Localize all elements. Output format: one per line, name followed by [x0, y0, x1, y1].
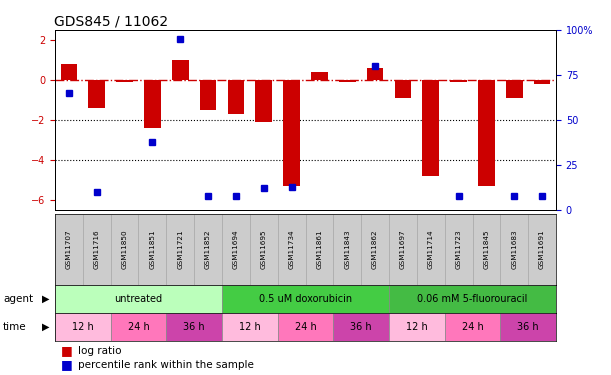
Bar	[450, 80, 467, 82]
Text: GSM11714: GSM11714	[428, 230, 434, 269]
Bar	[166, 313, 222, 341]
Bar	[445, 214, 472, 285]
Bar	[389, 214, 417, 285]
Bar	[311, 72, 327, 80]
Bar	[500, 214, 528, 285]
Text: GDS845 / 11062: GDS845 / 11062	[54, 15, 169, 29]
Bar	[500, 313, 556, 341]
Text: 24 h: 24 h	[128, 322, 149, 332]
Bar	[194, 214, 222, 285]
Text: 12 h: 12 h	[72, 322, 93, 332]
Text: ■: ■	[61, 358, 73, 371]
Bar	[222, 313, 277, 341]
Text: GSM11734: GSM11734	[288, 230, 295, 269]
Text: agent: agent	[3, 294, 33, 304]
Bar	[200, 80, 216, 110]
Text: GSM11723: GSM11723	[456, 230, 461, 269]
Text: untreated: untreated	[114, 294, 163, 304]
Text: GSM11697: GSM11697	[400, 230, 406, 269]
Text: GSM11852: GSM11852	[205, 230, 211, 269]
Bar	[116, 80, 133, 82]
Bar	[227, 80, 244, 114]
Bar	[334, 313, 389, 341]
Text: 36 h: 36 h	[350, 322, 372, 332]
Bar	[389, 285, 556, 313]
Bar	[222, 285, 389, 313]
Text: 24 h: 24 h	[462, 322, 483, 332]
Text: GSM11851: GSM11851	[150, 230, 155, 269]
Bar	[83, 214, 111, 285]
Text: GSM11691: GSM11691	[539, 230, 545, 269]
Bar	[472, 214, 500, 285]
Text: GSM11695: GSM11695	[261, 230, 267, 269]
Bar	[506, 80, 522, 98]
Text: GSM11862: GSM11862	[372, 230, 378, 269]
Text: GSM11721: GSM11721	[177, 230, 183, 269]
Bar	[478, 80, 495, 186]
Text: 24 h: 24 h	[295, 322, 316, 332]
Bar	[222, 214, 250, 285]
Bar	[395, 80, 411, 98]
Bar	[339, 80, 356, 82]
Bar	[250, 214, 277, 285]
Text: 12 h: 12 h	[406, 322, 428, 332]
Text: GSM11707: GSM11707	[66, 230, 72, 269]
Bar	[111, 313, 166, 341]
Text: 0.06 mM 5-fluorouracil: 0.06 mM 5-fluorouracil	[417, 294, 528, 304]
Bar	[55, 313, 111, 341]
Bar	[166, 214, 194, 285]
Bar	[144, 80, 161, 128]
Text: percentile rank within the sample: percentile rank within the sample	[78, 360, 254, 370]
Bar	[139, 214, 166, 285]
Text: GSM11683: GSM11683	[511, 230, 518, 269]
Bar	[172, 60, 189, 80]
Text: GSM11861: GSM11861	[316, 230, 323, 269]
Text: log ratio: log ratio	[78, 346, 122, 356]
Bar	[89, 80, 105, 108]
Bar	[111, 214, 139, 285]
Bar	[445, 313, 500, 341]
Text: 36 h: 36 h	[183, 322, 205, 332]
Bar	[255, 80, 272, 122]
Bar	[534, 80, 551, 84]
Bar	[60, 64, 77, 80]
Text: GSM11850: GSM11850	[122, 230, 128, 269]
Bar	[389, 313, 445, 341]
Bar	[422, 80, 439, 176]
Text: GSM11694: GSM11694	[233, 230, 239, 269]
Bar	[367, 68, 384, 80]
Bar	[417, 214, 445, 285]
Text: GSM11845: GSM11845	[483, 230, 489, 269]
Text: GSM11843: GSM11843	[344, 230, 350, 269]
Text: 0.5 uM doxorubicin: 0.5 uM doxorubicin	[259, 294, 352, 304]
Bar	[277, 313, 334, 341]
Bar	[528, 214, 556, 285]
Text: ▶: ▶	[42, 322, 49, 332]
Bar	[361, 214, 389, 285]
Text: ■: ■	[61, 344, 73, 357]
Bar	[306, 214, 334, 285]
Bar	[55, 214, 83, 285]
Text: time: time	[3, 322, 27, 332]
Text: GSM11716: GSM11716	[93, 230, 100, 269]
Text: ▶: ▶	[42, 294, 49, 304]
Text: 36 h: 36 h	[518, 322, 539, 332]
Bar	[55, 285, 222, 313]
Text: 12 h: 12 h	[239, 322, 261, 332]
Bar	[284, 80, 300, 186]
Bar	[334, 214, 361, 285]
Bar	[277, 214, 306, 285]
